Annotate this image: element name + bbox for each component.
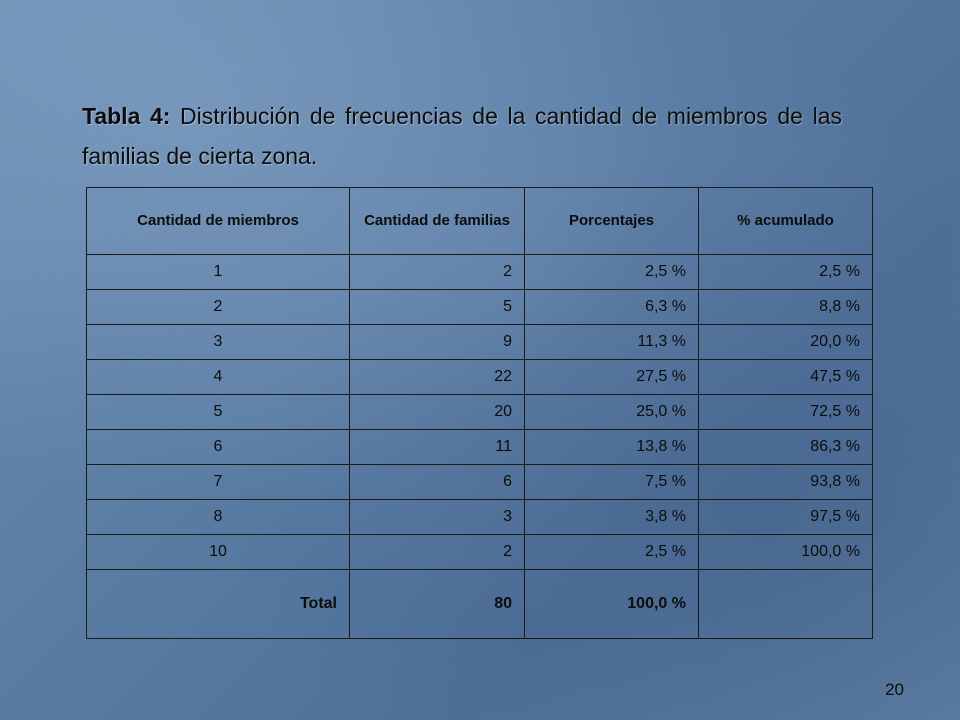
cell-miembros: 8 [86,499,350,535]
cell-acumulado: 2,5 % [698,254,873,290]
cell-acumulado: 100,0 % [698,534,873,570]
cell-porcentaje: 25,0 % [524,394,699,430]
cell-acumulado: 97,5 % [698,499,873,535]
cell-familias: 20 [349,394,525,430]
table-total-row: Total 80 100,0 % [86,569,873,639]
cell-familias: 5 [349,289,525,325]
cell-familias: 22 [349,359,525,395]
header-acumulado: % acumulado [698,187,873,255]
table-row: 2 5 6,3 % 8,8 % [86,289,873,325]
cell-total-familias: 80 [349,569,525,639]
cell-porcentaje: 3,8 % [524,499,699,535]
cell-familias: 2 [349,254,525,290]
cell-acumulado: 86,3 % [698,429,873,465]
cell-acumulado: 93,8 % [698,464,873,500]
cell-miembros: 4 [86,359,350,395]
cell-total-porcentaje: 100,0 % [524,569,699,639]
cell-familias: 3 [349,499,525,535]
cell-miembros: 7 [86,464,350,500]
cell-acumulado: 72,5 % [698,394,873,430]
table-row: 10 2 2,5 % 100,0 % [86,534,873,570]
cell-familias: 9 [349,324,525,360]
cell-acumulado: 8,8 % [698,289,873,325]
table-row: 6 11 13,8 % 86,3 % [86,429,873,465]
table-row: 4 22 27,5 % 47,5 % [86,359,873,395]
cell-porcentaje: 7,5 % [524,464,699,500]
cell-total-label: Total [86,569,350,639]
frequency-table: Cantidad de miembros Cantidad de familia… [86,187,873,639]
table-row: 7 6 7,5 % 93,8 % [86,464,873,500]
cell-miembros: 10 [86,534,350,570]
cell-familias: 2 [349,534,525,570]
cell-miembros: 6 [86,429,350,465]
table-row: 1 2 2,5 % 2,5 % [86,254,873,290]
cell-miembros: 3 [86,324,350,360]
cell-porcentaje: 11,3 % [524,324,699,360]
header-cantidad-familias: Cantidad de familias [349,187,525,255]
title-lead: Tabla 4: [82,103,171,129]
slide-title: Tabla 4: Distribución de frecuencias de … [82,96,842,176]
header-porcentajes: Porcentajes [524,187,699,255]
cell-total-acumulado [698,569,873,639]
page-number: 20 [885,680,904,699]
cell-miembros: 5 [86,394,350,430]
cell-miembros: 1 [86,254,350,290]
header-cantidad-miembros: Cantidad de miembros [86,187,350,255]
cell-porcentaje: 27,5 % [524,359,699,395]
cell-porcentaje: 2,5 % [524,534,699,570]
cell-miembros: 2 [86,289,350,325]
cell-porcentaje: 2,5 % [524,254,699,290]
cell-familias: 11 [349,429,525,465]
title-text: Distribución de frecuencias de la cantid… [82,103,842,169]
table-row: 3 9 11,3 % 20,0 % [86,324,873,360]
cell-porcentaje: 6,3 % [524,289,699,325]
cell-familias: 6 [349,464,525,500]
table-row: 5 20 25,0 % 72,5 % [86,394,873,430]
cell-porcentaje: 13,8 % [524,429,699,465]
cell-acumulado: 47,5 % [698,359,873,395]
table-header-row: Cantidad de miembros Cantidad de familia… [86,187,873,255]
cell-acumulado: 20,0 % [698,324,873,360]
table-row: 8 3 3,8 % 97,5 % [86,499,873,535]
